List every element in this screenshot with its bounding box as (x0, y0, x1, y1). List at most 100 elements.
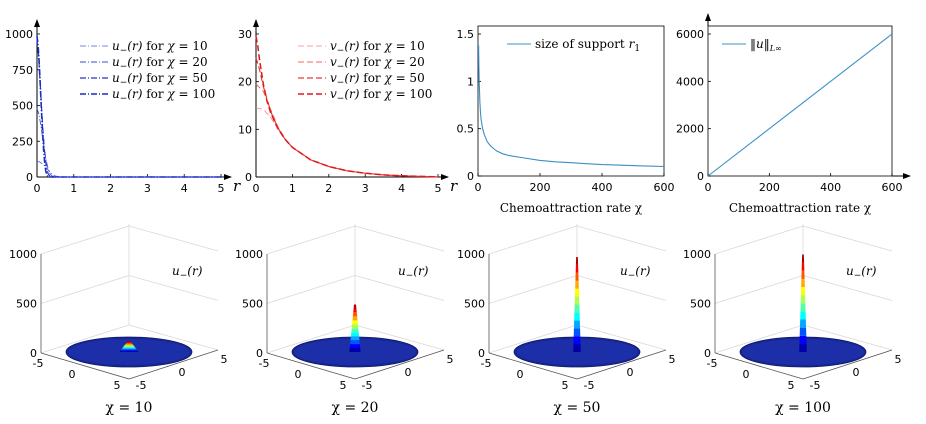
y-tick-label: -5 (362, 379, 373, 392)
x-tick-label: -5 (707, 357, 718, 370)
y-axis-line (576, 349, 667, 380)
legend-chi: χ (383, 39, 392, 53)
legend-arg: (r) (127, 55, 142, 69)
legend-fn: u (112, 55, 120, 69)
legend-sub: − (337, 78, 345, 88)
legend-sub: − (120, 62, 128, 72)
x-tick-label: -5 (259, 357, 270, 370)
peak-band (126, 342, 132, 343)
legend-arg: (r) (344, 55, 359, 69)
x-tick-label: 400 (592, 181, 613, 194)
label-fn: u (620, 264, 628, 278)
label-arg: (r) (187, 264, 202, 278)
legend-sub: − (337, 46, 345, 56)
y-tick-label: 10 (238, 123, 252, 136)
legend-eq: = 20 (392, 55, 425, 69)
y-tick-label: -5 (584, 379, 595, 392)
legend-for: for (359, 39, 384, 53)
x-tick-label: 0 (253, 182, 260, 195)
grid-line (128, 225, 219, 252)
legend-fn: v (330, 71, 337, 85)
peak-band (574, 296, 580, 305)
legend-arg: (r) (127, 71, 142, 85)
surface-caption: χ = 20 (332, 400, 379, 416)
legend-sub: L∞ (769, 44, 782, 53)
y-tick-label: -5 (810, 379, 821, 392)
legend-entry: u−(r) for χ = 100 (112, 87, 215, 104)
y-tick-label: 0 (26, 171, 33, 184)
y-tick-label: 5 (669, 353, 676, 366)
peak-band (122, 346, 136, 348)
peak-band (801, 278, 805, 287)
y-tick-label: 1.5 (457, 28, 475, 41)
legend-fn: v (330, 55, 337, 69)
peak-band (573, 328, 581, 337)
y-tick-label: 0 (245, 171, 252, 184)
y-tick-label: 250 (12, 135, 33, 148)
grid-line (714, 225, 804, 255)
x-tick-label: 200 (530, 181, 551, 194)
z-tick-label: 0 (30, 347, 37, 360)
x-tick-label: 2 (325, 182, 332, 195)
x-tick-label: 5 (114, 379, 121, 392)
legend-sub: − (337, 94, 345, 104)
peak-band (801, 270, 805, 279)
grid-line (488, 275, 578, 304)
legend-arg: (r) (127, 39, 142, 53)
peak-band (352, 320, 358, 325)
plot-frame (707, 25, 893, 177)
peak-band (573, 336, 581, 345)
x-tick-label: 600 (882, 181, 903, 194)
peak-band (800, 311, 806, 320)
grid-line (714, 324, 804, 354)
legend-chi: χ (383, 87, 392, 101)
y-tick-label: 0 (697, 170, 704, 183)
peak-band (124, 343, 134, 345)
x-axis-line (266, 352, 356, 380)
y-tick-label: 1 (467, 75, 474, 88)
peak-band (800, 303, 806, 312)
legend-arg: (r) (344, 39, 359, 53)
grid-line (576, 324, 667, 351)
x-tick-label: 0 (517, 368, 524, 381)
legend-eq: = 50 (392, 71, 425, 85)
x-tick-label: 600 (654, 181, 675, 194)
y-tick-label: 500 (12, 100, 33, 113)
legend-for: for (142, 55, 167, 69)
legend-for: for (359, 71, 384, 85)
legend-for: for (142, 39, 167, 53)
legend-entry: v−(r) for χ = 50 (330, 71, 425, 88)
peak-band (125, 342, 133, 344)
y-tick-label: 5 (221, 353, 228, 366)
z-tick-label: 1000 (683, 248, 711, 261)
x-axis-line (40, 352, 130, 380)
legend-sub: − (120, 46, 128, 56)
grid-line (266, 324, 356, 354)
x-axis-line (488, 352, 578, 380)
y-tick-label: -5 (136, 379, 147, 392)
label-sub: − (406, 271, 414, 281)
series-line-1 (36, 160, 221, 178)
peak-band (349, 344, 361, 349)
legend-fn: u (112, 39, 120, 53)
x-tick-label: 5 (340, 379, 347, 392)
series-line-4 (36, 36, 221, 178)
y-tick-label: 4000 (676, 75, 704, 88)
y-tick-label: 0.5 (457, 123, 475, 136)
legend-entry: u−(r) for χ = 10 (112, 39, 208, 56)
grid-line (802, 275, 893, 301)
peak-band (123, 345, 135, 347)
peak-band (801, 262, 805, 271)
x-tick-label: -5 (481, 357, 492, 370)
legend-sub: − (120, 78, 128, 88)
peak-band (574, 304, 580, 313)
z-tick-label: 1000 (457, 248, 485, 261)
surface-caption: χ = 10 (106, 400, 153, 416)
grid-line (354, 275, 445, 301)
x-tick-label: 5 (435, 182, 442, 195)
x-tick-label: 400 (820, 181, 841, 194)
peak-band (799, 319, 807, 328)
